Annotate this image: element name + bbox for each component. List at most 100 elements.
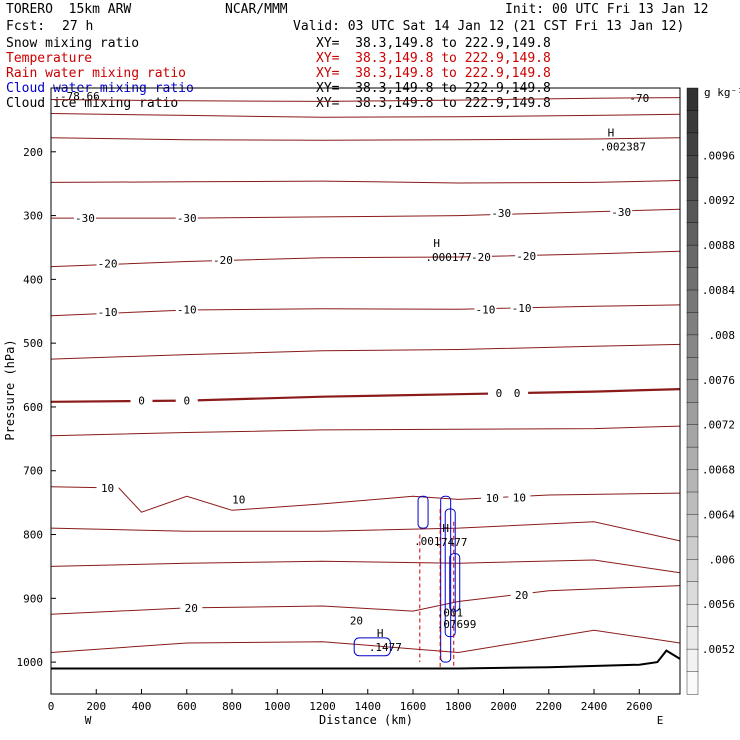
y-tick-label: 400 bbox=[23, 273, 43, 286]
colorbar-label: .0092 bbox=[702, 194, 735, 207]
isotherm-label-bg bbox=[610, 205, 633, 218]
isotherm-label: -10 bbox=[512, 302, 532, 315]
isotherm-line bbox=[51, 208, 681, 219]
x-tick-label: 200 bbox=[86, 700, 106, 713]
x-tick-label: 1800 bbox=[445, 700, 472, 713]
init-time: Init: 00 UTC Fri 13 Jan 12 bbox=[505, 2, 709, 17]
contour-value-label: .1477 bbox=[369, 641, 402, 654]
colorbar-swatch bbox=[686, 536, 699, 561]
isotherm-label: 0 bbox=[138, 395, 145, 408]
colorbar-unit: g kg⁻¹ bbox=[704, 86, 740, 99]
annotation-layer: H.002387H.000177H.1477H.7477.001.001.076… bbox=[369, 127, 646, 654]
y-tick-label: 600 bbox=[23, 401, 43, 414]
colorbar-swatch bbox=[686, 357, 699, 381]
field-snow-name: Snow mixing ratio bbox=[6, 36, 140, 51]
isotherm-line bbox=[50, 113, 681, 118]
field-snow-xy: XY= 38.3,149.8 to 222.9,149.8 bbox=[316, 36, 551, 51]
isotherm-layer: -70 -30 -30 -30 -30 -20 -20 -20 -20 -10 -10 -10 -10 0… bbox=[50, 92, 681, 654]
isotherm-label: -20 bbox=[98, 257, 118, 270]
x-tick-label: 1000 bbox=[264, 700, 291, 713]
y-tick-label: 1000 bbox=[17, 656, 44, 669]
isotherm-label: -10 bbox=[475, 303, 495, 316]
isotherm-label-bg bbox=[211, 254, 234, 267]
isotherm-label-bg bbox=[506, 386, 529, 399]
colorbar-swatch bbox=[686, 312, 699, 336]
isotherm-line bbox=[50, 585, 681, 615]
isotherm-label-bg bbox=[96, 305, 119, 318]
isotherm-label-bg bbox=[130, 394, 153, 407]
fcst-label: Fcst: bbox=[6, 19, 46, 34]
y-tick-label: 200 bbox=[23, 146, 43, 159]
isotherm-line bbox=[50, 250, 681, 268]
isotherm-label-bg bbox=[510, 589, 533, 602]
y-tick-label: 900 bbox=[23, 592, 43, 605]
colorbar-swatch bbox=[686, 132, 699, 157]
x-tick-label: 800 bbox=[222, 700, 242, 713]
y-axis: 200 300 400 500 600 700 800 900 1000 bbox=[17, 146, 56, 669]
isotherm-label-bg bbox=[180, 601, 203, 614]
x-tick-label: 0 bbox=[48, 700, 55, 713]
high-marker: H bbox=[608, 127, 615, 140]
cloud-water-contour bbox=[417, 495, 429, 529]
cloud-water-contour bbox=[440, 495, 452, 663]
colorbar-swatch bbox=[686, 514, 699, 538]
colorbar-swatch bbox=[686, 379, 699, 403]
cloud-water-contour bbox=[449, 553, 461, 612]
high-marker: H bbox=[433, 237, 440, 250]
x-tick-label: 2200 bbox=[536, 700, 563, 713]
isotherm-label-bg bbox=[73, 212, 96, 225]
colorbar-swatch bbox=[686, 289, 699, 314]
field-temperature-name: Temperature bbox=[6, 51, 93, 66]
colorbar-swatch bbox=[686, 200, 699, 224]
colorbar-swatch bbox=[686, 244, 699, 269]
terrain-layer bbox=[51, 649, 681, 670]
colorbar-swatch bbox=[686, 581, 699, 605]
high-marker: H bbox=[377, 627, 384, 640]
isotherm-line bbox=[50, 137, 681, 141]
isotherm-label-bg bbox=[508, 491, 531, 504]
field-cloudice-xy: XY= 38.3,149.8 to 222.9,149.8 bbox=[316, 96, 551, 111]
colorbar-swatch bbox=[686, 671, 699, 695]
colorbar: .0096 .0092 .0088 .0084 .008 .0076 .0072 .0068.… bbox=[686, 87, 736, 695]
colorbar-swatch bbox=[686, 648, 699, 673]
terrain-line bbox=[51, 649, 681, 670]
colorbar-swatch bbox=[686, 267, 699, 291]
isotherm-label: 0 bbox=[514, 387, 521, 400]
colorbar-label: .008 bbox=[709, 329, 736, 342]
colorbar-label: .0056 bbox=[702, 598, 735, 611]
x-tick-label: 1600 bbox=[400, 700, 427, 713]
isotherm-label-bg bbox=[474, 303, 497, 316]
isotherm-label: -30 bbox=[177, 212, 197, 225]
isotherm-label: 20 bbox=[350, 615, 363, 628]
isotherm-label: -10 bbox=[177, 303, 197, 316]
x-tick-label: 600 bbox=[177, 700, 197, 713]
colorbar-label: .0088 bbox=[702, 239, 735, 252]
x-tick-label: 1400 bbox=[355, 700, 382, 713]
isotherm-label-bg bbox=[175, 303, 198, 316]
isotherm-label: 10 bbox=[101, 482, 114, 495]
colorbar-swatch bbox=[686, 222, 699, 246]
colorbar-label: .0084 bbox=[702, 284, 735, 297]
isotherm-line bbox=[50, 304, 681, 317]
isotherm-line bbox=[50, 521, 681, 542]
isotherm-label-bg bbox=[227, 493, 250, 506]
plot-frame bbox=[50, 87, 681, 695]
isotherm-line bbox=[50, 559, 681, 574]
valid-time: Valid: 03 UTC Sat 14 Jan 12 (21 CST Fri … bbox=[293, 19, 685, 34]
colorbar-swatch bbox=[686, 604, 699, 628]
colorbar-label: .0072 bbox=[702, 419, 735, 432]
isotherm-label-bg bbox=[487, 386, 510, 399]
colorbar-swatch bbox=[686, 155, 699, 179]
isotherm-line bbox=[50, 425, 681, 437]
isotherm-label: 0 bbox=[496, 387, 503, 400]
colorbar-swatch bbox=[686, 491, 699, 516]
colorbar-swatch bbox=[686, 424, 699, 448]
colorbar-label: .0076 bbox=[702, 374, 735, 387]
isotherm-label: -30 bbox=[75, 212, 95, 225]
isotherm-line bbox=[50, 388, 681, 403]
isotherm-label: -70 bbox=[629, 92, 649, 105]
colorbar-swatch bbox=[686, 469, 699, 493]
isotherm-label: 20 bbox=[185, 602, 198, 615]
contour-value-label: .001 bbox=[437, 606, 464, 619]
